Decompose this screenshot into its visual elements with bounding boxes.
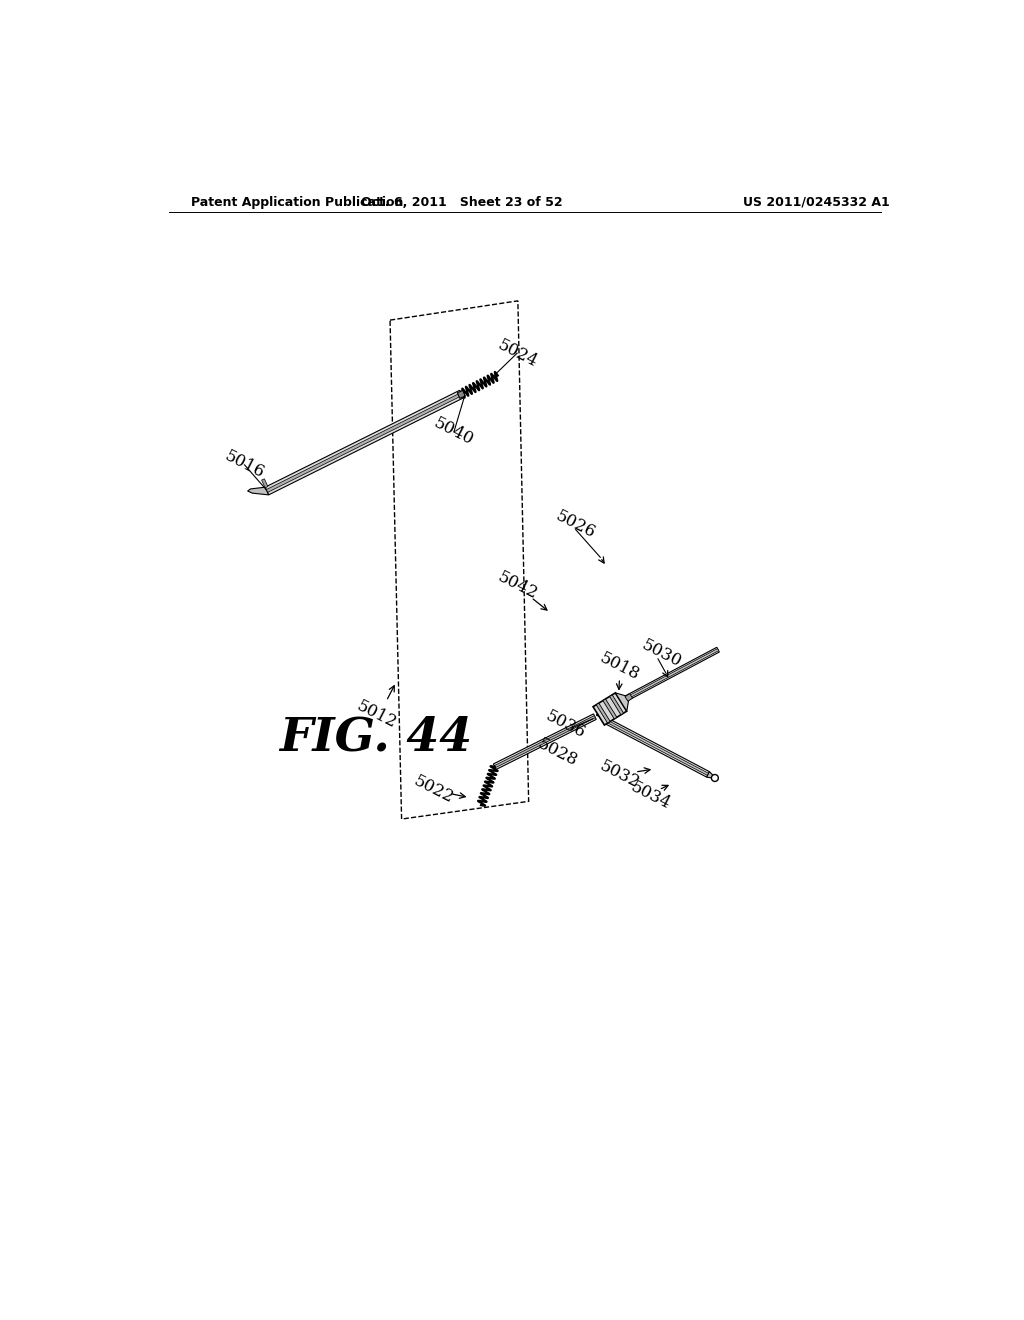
- Text: US 2011/0245332 A1: US 2011/0245332 A1: [742, 195, 890, 209]
- Text: 5016: 5016: [222, 447, 267, 482]
- Polygon shape: [495, 715, 595, 768]
- Text: Patent Application Publication: Patent Application Publication: [190, 195, 403, 209]
- Polygon shape: [248, 487, 268, 495]
- Text: FIG. 44: FIG. 44: [280, 714, 472, 760]
- Text: 5018: 5018: [597, 649, 642, 684]
- Text: Oct. 6, 2011   Sheet 23 of 52: Oct. 6, 2011 Sheet 23 of 52: [360, 195, 562, 209]
- Text: 5030: 5030: [639, 636, 685, 671]
- Polygon shape: [494, 714, 596, 770]
- Polygon shape: [603, 718, 709, 775]
- Polygon shape: [617, 648, 719, 704]
- Polygon shape: [266, 392, 463, 492]
- Text: 5026: 5026: [553, 507, 598, 541]
- Text: 5024: 5024: [495, 337, 540, 371]
- Polygon shape: [593, 693, 627, 725]
- Text: 5040: 5040: [431, 414, 477, 449]
- Polygon shape: [603, 717, 710, 777]
- Text: 5034: 5034: [628, 779, 673, 813]
- Polygon shape: [596, 700, 616, 718]
- Polygon shape: [265, 391, 464, 495]
- Polygon shape: [609, 694, 624, 714]
- Polygon shape: [616, 647, 719, 705]
- Polygon shape: [615, 693, 629, 711]
- Text: 5028: 5028: [536, 735, 581, 770]
- Polygon shape: [596, 704, 610, 723]
- Polygon shape: [261, 479, 268, 488]
- Polygon shape: [707, 772, 716, 779]
- Text: 5022: 5022: [411, 772, 456, 807]
- Text: 5042: 5042: [496, 569, 541, 603]
- Polygon shape: [625, 693, 633, 701]
- Polygon shape: [458, 391, 465, 399]
- Text: 5012: 5012: [354, 697, 399, 731]
- Polygon shape: [603, 700, 616, 719]
- Circle shape: [712, 775, 719, 781]
- Text: 5036: 5036: [543, 708, 589, 742]
- Text: 5032: 5032: [597, 758, 642, 792]
